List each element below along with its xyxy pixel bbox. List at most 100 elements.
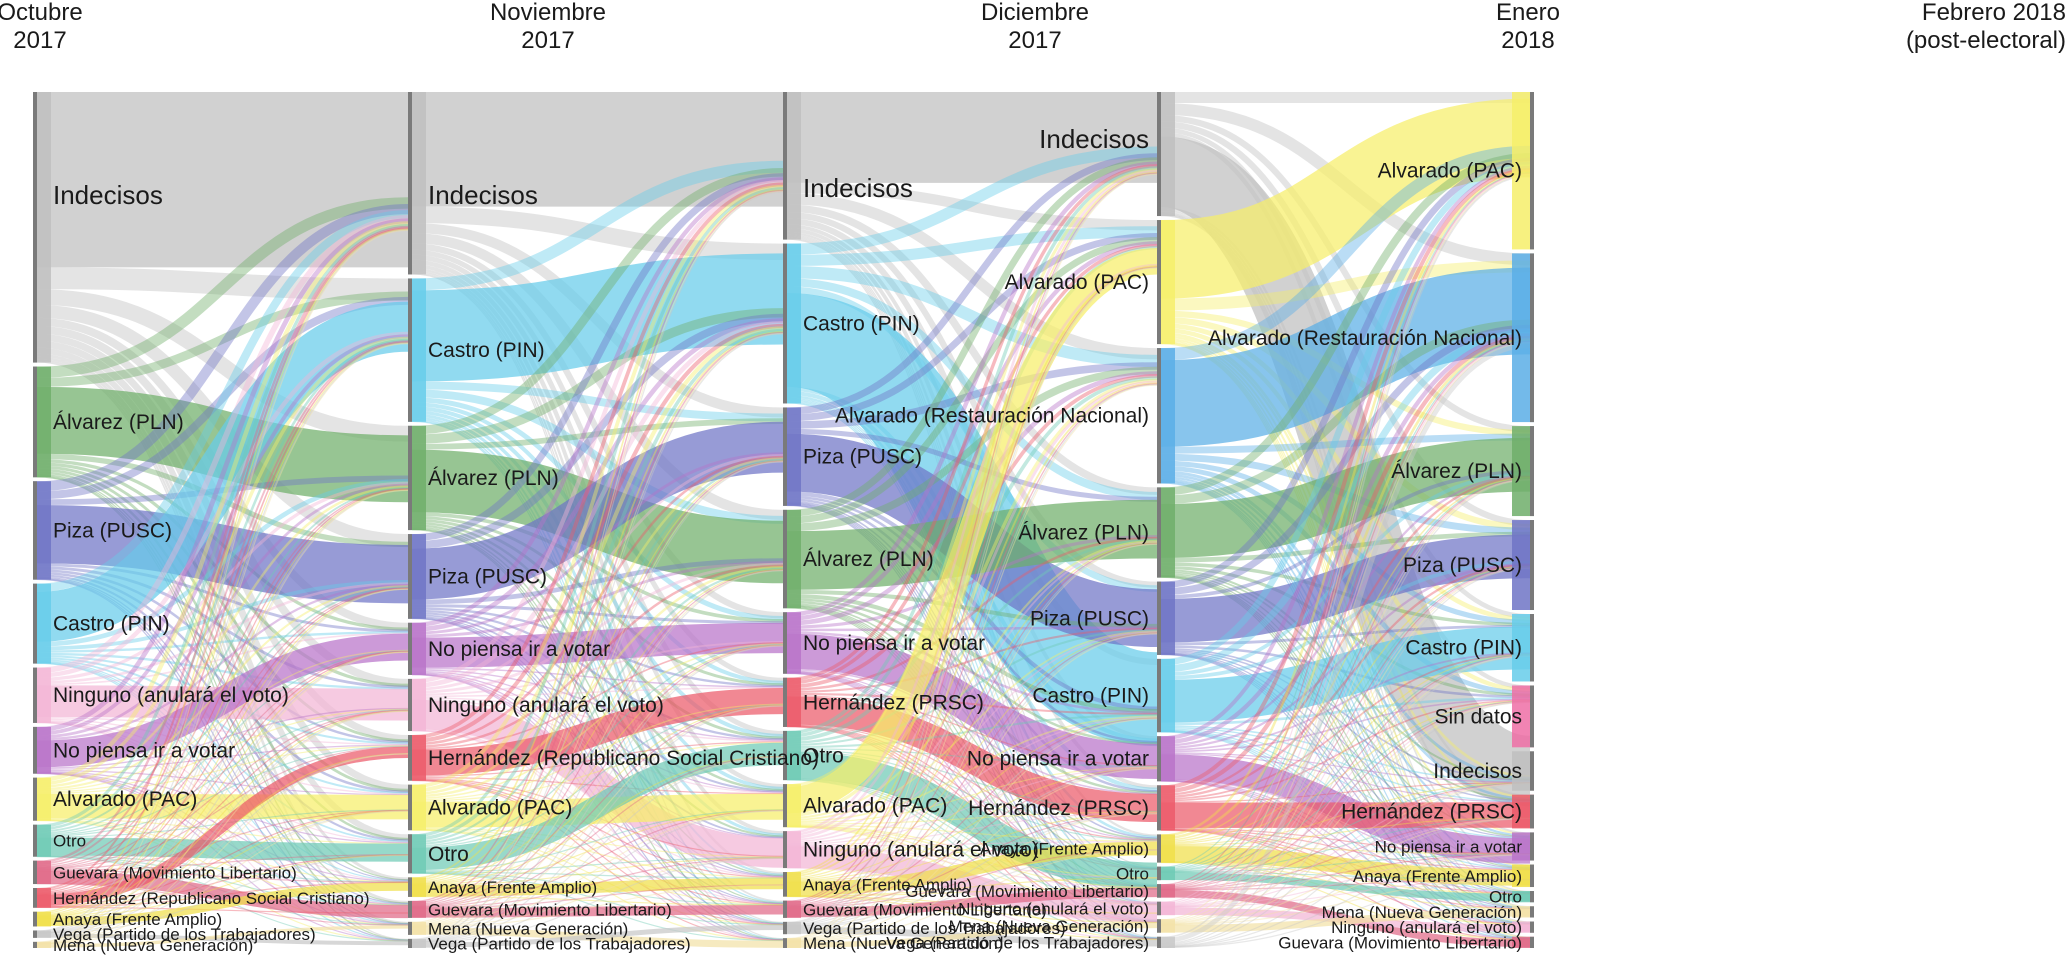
flow-3-Mena-to-SinDatos	[1160, 701, 1531, 925]
flow-2-Anaya-to-Anaya	[786, 841, 1158, 896]
flow-2-Hernandez-to-Piza	[786, 627, 1158, 693]
flow-2-AlvaradoPAC-to-Alvarez	[786, 539, 1158, 820]
flow-0-Otro-to-Ninguno	[36, 709, 409, 836]
node-bar-3-Mena	[1157, 919, 1161, 933]
flow-3-Vega-to-Hernandez	[1160, 818, 1531, 948]
flow-3-Hernandez-to-SinDatos	[1160, 699, 1531, 802]
flow-2-Guevara-to-Indecisos	[786, 172, 1158, 902]
flow-3-Otro-to-Anaya	[1160, 871, 1531, 881]
node-bar-3-Hernandez	[1157, 785, 1161, 831]
nodes	[33, 92, 1534, 948]
flow-1-Mena-to-NoPiensa	[411, 645, 784, 927]
flow-1-AlvaradoPAC-to-NoPiensa	[411, 643, 784, 800]
node-bar-3-Alvarez	[1157, 487, 1161, 578]
flow-1-NoPiensa-to-Alvarez	[411, 561, 784, 638]
flow-0-Hernandez-to-Castro	[36, 341, 409, 892]
node-bar-0-Ninguno	[33, 667, 37, 723]
node-label-2-Piza: Piza (PUSC)	[803, 446, 922, 469]
flow-0-NoPiensa-to-Ninguno	[36, 707, 409, 769]
flow-3-Vega-to-Piza	[1160, 568, 1531, 946]
flow-2-Ninguno-to-Piza	[786, 631, 1158, 843]
flow-1-Vega-to-Indecisos	[411, 191, 784, 940]
node-band-0-Mena	[33, 941, 51, 948]
flow-0-Castro-to-NoPiensa	[36, 631, 409, 653]
flow-3-Vega-to-AlvaradoRN	[1160, 343, 1531, 944]
node-band-1-Mena	[408, 921, 426, 935]
flow-0-Mena-to-Castro	[36, 343, 409, 944]
flow-1-Piza-to-AlvaradoPAC	[411, 611, 784, 793]
node-bar-4-Mena	[1530, 906, 1534, 918]
flow-3-Piza-to-Piza	[1160, 534, 1531, 643]
flow-1-Castro-to-Alvarez	[411, 389, 784, 524]
flow-2-Indecisos-to-Alvarez	[786, 204, 1158, 495]
flow-2-Alvarez-to-NoPiensa	[786, 598, 1158, 745]
flow-3-Anaya-to-Anaya	[1160, 846, 1531, 886]
flow-3-Mena-to-Anaya	[1160, 879, 1531, 926]
flow-2-Indecisos-to-Piza	[786, 212, 1158, 588]
node-band-2-Indecisos	[783, 92, 801, 240]
flow-1-Alvarez-to-Castro	[411, 308, 784, 444]
node-label-0-Otro: Otro	[53, 832, 86, 851]
flow-0-Otro-to-Castro	[36, 338, 409, 831]
flow-2-Otro-to-Hernandez	[786, 749, 1158, 813]
node-band-1-AlvaradoPAC	[408, 784, 426, 831]
flow-0-Mena-to-AlvaradoPAC	[36, 810, 409, 945]
flow-3-Anaya-to-Alvarez	[1160, 477, 1531, 842]
flow-0-Piza-to-Indecisos	[36, 204, 409, 492]
flow-2-AlvaradoPAC-to-AlvaradoPAC	[786, 247, 1158, 814]
node-label-3-AlvaradoRN: Alvarado (Restauración Nacional)	[835, 405, 1149, 428]
flow-3-Alvarez-to-SinDatos	[1160, 565, 1531, 697]
node-band-3-Piza	[1157, 581, 1175, 655]
column-header-0-line-1: 2017	[13, 27, 66, 54]
node-band-1-Piza	[408, 534, 426, 619]
flow-3-Otro-to-Piza	[1160, 566, 1531, 871]
flow-0-Guevara-to-AlvaradoPAC	[36, 809, 409, 871]
node-bar-0-Guevara	[33, 860, 37, 885]
flow-0-Alvarez-to-Hernandez	[36, 465, 409, 743]
flow-0-Hernandez-to-NoPiensa	[36, 651, 409, 895]
node-label-2-Ninguno: Ninguno (anulará el voto)	[803, 839, 1039, 862]
flow-0-AlvaradoPAC-to-AlvaradoPAC	[36, 793, 409, 820]
flow-2-Castro-to-Otro	[786, 397, 1158, 869]
flow-2-Mena-to-Castro	[786, 718, 1158, 943]
flow-3-Mena-to-Indecisos	[1160, 783, 1531, 925]
flow-1-Hernandez-to-Anaya	[411, 778, 784, 879]
flow-2-Guevara-to-Guevara	[786, 887, 1158, 918]
flow-2-Guevara-to-AlvaradoRN	[786, 383, 1158, 905]
flow-1-Ninguno-to-Ninguno	[411, 699, 784, 868]
flow-1-AlvaradoPAC-to-Guevara	[411, 828, 784, 906]
flow-3-NoPiensa-to-Hernandez	[1160, 753, 1531, 803]
flow-0-NoPiensa-to-Alvarez	[36, 483, 409, 739]
flow-1-Hernandez-to-Otro	[411, 741, 784, 777]
flow-3-Alvarez-to-AlvaradoRN	[1160, 319, 1531, 505]
flow-3-Otro-to-AlvaradoRN	[1160, 339, 1531, 870]
flow-1-Hernandez-to-NoPiensa	[411, 642, 784, 750]
node-band-4-Castro	[1512, 614, 1534, 682]
flow-0-Castro-to-Otro	[36, 659, 409, 843]
flow-3-Ninguno-to-Anaya	[1160, 879, 1531, 908]
flow-3-AlvaradoRN-to-Alvarez	[1160, 433, 1531, 454]
node-band-4-Guevara	[1512, 936, 1534, 948]
flow-0-Otro-to-Piza	[36, 586, 409, 834]
flow-2-AlvaradoPAC-to-Indecisos	[786, 168, 1158, 788]
node-bar-3-NoPiensa	[1157, 736, 1161, 782]
flow-1-NoPiensa-to-Hernandez	[411, 667, 784, 688]
flow-1-Castro-to-Indecisos	[411, 160, 784, 291]
node-bar-4-Ninguno	[1530, 921, 1534, 933]
node-label-3-Alvarez: Álvarez (PLN)	[1018, 521, 1149, 544]
flow-0-Vega-to-Alvarez	[36, 489, 409, 933]
flow-2-AlvaradoPAC-to-Anaya	[786, 824, 1158, 842]
flow-0-AlvaradoPAC-to-Alvarez	[36, 485, 409, 789]
flow-3-Ninguno-to-Indecisos	[1160, 783, 1531, 908]
flow-0-Piza-to-NoPiensa	[36, 563, 409, 633]
flow-1-AlvaradoPAC-to-Castro	[411, 326, 784, 793]
flow-2-Piza-to-Indecisos	[786, 153, 1158, 415]
flow-3-Anaya-to-AlvaradoPAC	[1160, 170, 1531, 837]
flow-2-Hernandez-to-Alvarez	[786, 536, 1158, 691]
node-bar-4-AlvaradoPAC	[1530, 92, 1534, 250]
node-band-4-Alvarez	[1512, 426, 1534, 517]
flow-3-Piza-to-Ninguno	[1160, 653, 1531, 925]
flow-3-AlvaradoPAC-to-AlvaradoPAC	[1160, 98, 1531, 299]
flow-0-Mena-to-Ninguno	[36, 710, 409, 945]
flow-2-Otro-to-Piza	[786, 629, 1158, 747]
